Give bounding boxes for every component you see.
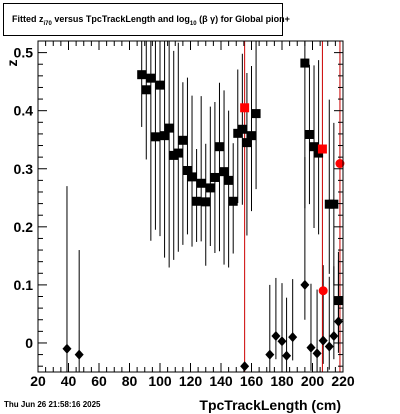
data-point-square [309, 142, 319, 152]
x-tick-label: 100 [148, 373, 172, 389]
title-subscript-1: i70 [43, 21, 52, 27]
data-point-diamond [288, 332, 298, 343]
data-point-square [242, 138, 252, 148]
x-tick-label: 160 [240, 373, 264, 389]
data-point-diamond [333, 316, 343, 327]
y-tick-label: 0.5 [14, 45, 34, 61]
x-tick-label: 140 [209, 373, 233, 389]
x-tick-label: 80 [122, 373, 138, 389]
data-point-diamond [324, 341, 334, 352]
data-point-square [251, 109, 261, 119]
data-point-square [233, 128, 243, 138]
data-point-square [137, 70, 147, 80]
data-point-square [173, 148, 183, 158]
chart-title: Fitted zi70 versus TpcTrackLength and lo… [12, 14, 290, 27]
data-point-square [228, 196, 238, 206]
data-point-square [304, 129, 314, 139]
data-point-diamond [312, 348, 322, 359]
data-point-square [214, 142, 224, 152]
data-point-square [196, 178, 206, 188]
chart-title-box: Fitted zi70 versus TpcTrackLength and lo… [3, 3, 290, 36]
data-point-circle [318, 286, 328, 296]
data-point-square [155, 80, 165, 90]
data-point-square [240, 103, 250, 113]
x-tick-label: 200 [301, 373, 325, 389]
data-point-square [317, 144, 327, 154]
data-point-square [224, 175, 234, 185]
data-point-diamond [277, 336, 287, 347]
x-tick-label: 40 [61, 373, 77, 389]
chart-vlines-layer [244, 41, 341, 372]
data-point-diamond [329, 330, 339, 341]
data-point-square [324, 199, 334, 209]
data-point-square [219, 167, 229, 177]
y-tick-label: 0.1 [14, 277, 34, 293]
data-point-square [333, 296, 343, 306]
data-point-square [237, 124, 247, 134]
data-point-square [169, 150, 179, 160]
title-part-1: Fitted z [12, 14, 44, 24]
y-axis-label: z [4, 60, 20, 67]
data-point-square [205, 183, 215, 193]
data-point-square [178, 135, 188, 145]
data-point-square [329, 199, 339, 209]
data-point-diamond [282, 350, 292, 361]
data-point-square [210, 172, 220, 182]
data-point-square [150, 132, 160, 142]
title-part-2: versus TpcTrackLength and log [51, 14, 190, 24]
x-tick-label: 60 [91, 373, 107, 389]
data-point-square [164, 123, 174, 133]
x-tick-label: 120 [179, 373, 203, 389]
data-point-square [182, 165, 192, 175]
data-point-diamond [300, 279, 310, 290]
x-tick-label: 220 [331, 373, 355, 389]
chart-markers-layer [62, 58, 345, 372]
y-tick-label: 0.3 [14, 161, 34, 177]
data-point-diamond [265, 349, 275, 360]
data-point-diamond [62, 343, 72, 354]
y-tick-label: 0 [25, 335, 33, 351]
data-point-diamond [271, 330, 281, 341]
data-point-square [192, 196, 202, 206]
data-point-diamond [306, 342, 316, 353]
data-point-diamond [240, 361, 250, 372]
data-point-circle [335, 159, 345, 169]
data-point-square [300, 58, 310, 68]
timestamp: Thu Jun 26 21:58:16 2025 [4, 400, 101, 409]
data-point-square [247, 131, 256, 141]
y-tick-label: 0.2 [14, 219, 34, 235]
title-part-3: (β γ) for Global pion+ [196, 14, 290, 24]
x-axis-label: TpcTrackLength (cm) [199, 397, 341, 413]
title-subscript-2: 10 [189, 21, 197, 27]
x-tick-label: 180 [270, 373, 294, 389]
data-point-square [146, 73, 156, 83]
chart-axes-layer: 0 0.1 0.2 0.3 0.4 0.5 20 40 60 80 100 120 140 160 180 2… [14, 41, 355, 389]
data-point-square [160, 131, 170, 141]
data-point-diamond [74, 349, 84, 360]
chart-errorbars-layer [66, 41, 339, 372]
data-point-square [141, 85, 151, 95]
x-tick-label: 20 [30, 373, 46, 389]
plot-frame [37, 40, 344, 373]
y-tick-label: 0.4 [14, 103, 34, 119]
data-point-diamond [318, 335, 328, 346]
data-point-square [201, 197, 211, 207]
data-point-square [187, 172, 197, 182]
